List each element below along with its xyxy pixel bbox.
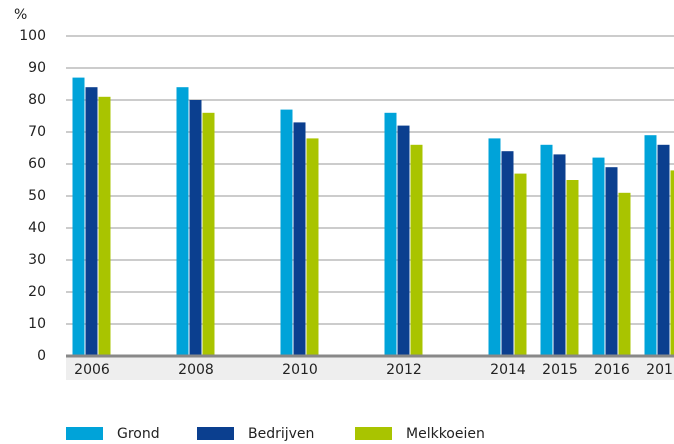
x-tick-label: 2010 bbox=[282, 362, 318, 378]
x-tick-label: 2006 bbox=[74, 362, 110, 378]
bar bbox=[176, 87, 189, 356]
y-tick-label: 20 bbox=[28, 284, 46, 300]
bar bbox=[85, 87, 98, 356]
bar bbox=[488, 138, 501, 356]
bar bbox=[202, 112, 215, 356]
bar bbox=[605, 167, 618, 356]
legend-swatch bbox=[197, 427, 234, 440]
x-tick-label: 2017 bbox=[646, 362, 674, 378]
y-tick-label: 10 bbox=[28, 316, 46, 332]
y-tick-label: 80 bbox=[28, 92, 46, 108]
bar bbox=[189, 100, 202, 356]
bar bbox=[280, 109, 293, 356]
legend-label: Melkkoeien bbox=[406, 426, 485, 442]
x-tick-label: 2014 bbox=[490, 362, 526, 378]
bar bbox=[306, 138, 319, 356]
bar bbox=[540, 144, 553, 356]
y-tick-label: 90 bbox=[28, 60, 46, 76]
bar bbox=[592, 157, 605, 356]
x-tick-label: 2016 bbox=[594, 362, 630, 378]
y-tick-label: 70 bbox=[28, 124, 46, 140]
bar bbox=[644, 135, 657, 356]
y-tick-label: 60 bbox=[28, 156, 46, 172]
bar bbox=[384, 112, 397, 356]
x-tick-label: 2012 bbox=[386, 362, 422, 378]
bar bbox=[670, 170, 674, 356]
legend-label: Grond bbox=[117, 426, 160, 442]
bar bbox=[293, 122, 306, 357]
bar bbox=[397, 125, 410, 356]
legend-swatch bbox=[66, 427, 103, 440]
x-axis-band bbox=[66, 356, 674, 380]
legend-label: Bedrijven bbox=[248, 426, 314, 442]
y-tick-label: 100 bbox=[19, 28, 46, 44]
bar bbox=[501, 151, 514, 356]
y-tick-label: 40 bbox=[28, 220, 46, 236]
y-tick-label: 30 bbox=[28, 252, 46, 268]
legend-swatch bbox=[355, 427, 392, 440]
bar bbox=[566, 180, 579, 356]
x-tick-label: 2015 bbox=[542, 362, 578, 378]
bar bbox=[72, 77, 85, 356]
x-tick-label: 2008 bbox=[178, 362, 214, 378]
bar bbox=[410, 144, 423, 356]
y-tick-label: 0 bbox=[37, 348, 46, 364]
bar bbox=[657, 144, 670, 356]
bar bbox=[618, 192, 631, 356]
y-tick-label: 50 bbox=[28, 188, 46, 204]
y-axis-label: % bbox=[14, 7, 27, 23]
bar bbox=[514, 173, 527, 356]
bar bbox=[98, 96, 111, 357]
bar bbox=[553, 154, 566, 356]
